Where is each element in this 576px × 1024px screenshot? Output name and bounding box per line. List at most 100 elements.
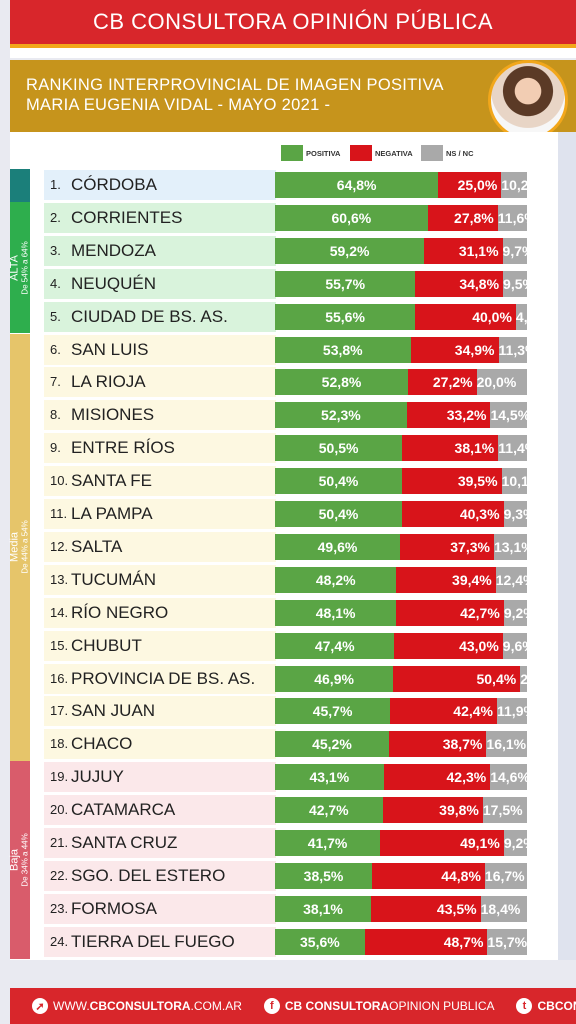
title-banner: RANKING INTERPROVINCIAL DE IMAGEN POSITI… [10, 60, 576, 132]
brand-title: CB CONSULTORA OPINIÓN PÚBLICA [93, 9, 493, 34]
row-rank: 8. [50, 407, 61, 423]
table-row [44, 696, 276, 727]
table-row [44, 367, 276, 398]
bar-nsnc: 20,0% [476, 369, 527, 396]
row-rank: 7. [50, 374, 61, 390]
row-province-name: SANTA CRUZ [71, 833, 178, 852]
brand-stripe-white [10, 48, 576, 58]
footer-facebook[interactable]: f CB CONSULTORA OPINION PUBLICA [263, 998, 494, 1014]
bar-nsnc: 9,6% [502, 632, 527, 659]
row-province-name: ENTRE RÍOS [71, 438, 175, 458]
bar-positive: 38,5% [275, 862, 373, 889]
footer-bar: ➚ WWW. CBCONSULTORA .COM.AR f CB CONSULTOR… [10, 988, 576, 1024]
row-rank: 2. [50, 209, 61, 225]
footer-tw: CBCONSULTORA [537, 999, 576, 1013]
group-label-text: Media De 44% a 54% [9, 521, 30, 574]
bar-positive: 45,2% [275, 731, 389, 758]
bar-positive: 60,6% [275, 204, 428, 231]
table-row [44, 564, 276, 595]
table-row [44, 202, 276, 233]
bar-nsnc: 4,4% [515, 303, 527, 330]
bar-negative: 42,7% [396, 599, 504, 626]
bar-nsnc: 9,5% [503, 270, 527, 297]
row-rank: 1. [50, 177, 61, 192]
group-gap [30, 169, 44, 959]
group-band-3 [10, 761, 30, 959]
legend-label-negative: NEGATIVA [375, 148, 413, 158]
footer-website[interactable]: ➚ WWW. CBCONSULTORA .COM.AR [32, 998, 242, 1014]
legend-swatch-negative [350, 145, 372, 161]
bar-positive: 42,7% [275, 797, 383, 824]
bar-positive: 38,1% [275, 895, 371, 922]
bar-positive: 55,7% [275, 270, 416, 297]
row-rank: 21. [50, 835, 69, 850]
table-row [44, 893, 276, 924]
table-row [44, 630, 276, 661]
table-row [44, 170, 276, 200]
row-province-name: FORMOSA [71, 898, 157, 918]
row-rank: 19. [50, 769, 69, 785]
bar-positive: 46,9% [275, 665, 394, 692]
table-row [44, 235, 276, 266]
table-row [44, 433, 276, 464]
row-rank: 3. [50, 242, 61, 258]
table-row [44, 729, 276, 760]
bar-negative: 34,9% [410, 336, 499, 363]
row-province-name: CHACO [71, 734, 133, 754]
table-row [44, 926, 276, 957]
bar-nsnc: 11,3% [498, 336, 527, 363]
bar-negative: 38,7% [388, 731, 487, 758]
bar-positive: 52,3% [275, 402, 407, 429]
row-province-name: SAN LUIS [71, 339, 149, 359]
bar-nsnc: 13,1% [493, 533, 527, 560]
bar-negative: 50,4% [393, 665, 521, 692]
row-rank: 11. [50, 506, 68, 521]
row-province-name: TUCUMÁN [71, 569, 156, 589]
group-band-2 [10, 333, 30, 762]
group-label-1: ALTA De 54% a 64% [9, 202, 30, 334]
row-province-name: CÓRDOBA [71, 175, 157, 194]
table-row [44, 828, 276, 858]
row-province-name: SAN JUAN [71, 701, 156, 721]
table-row [44, 860, 276, 891]
footer-web-bold: CBCONSULTORA [89, 999, 191, 1013]
brand-stripe-orange [10, 44, 576, 48]
bar-nsnc: 16,1% [486, 731, 527, 758]
facebook-icon: f [263, 998, 280, 1014]
bar-negative: 27,2% [408, 369, 477, 396]
bar-positive: 52,8% [275, 369, 409, 396]
bar-negative: 40,0% [415, 303, 516, 330]
footer-twitter[interactable]: t CBCONSULTORA [516, 998, 576, 1014]
bar-nsnc: 12,4% [495, 566, 527, 593]
row-rank: 10. [50, 473, 69, 489]
bar-positive: 50,4% [275, 501, 402, 527]
bar-negative: 33,2% [406, 402, 491, 429]
legend-label-positive: POSITIVA [306, 148, 341, 158]
bar-nsnc: 9,3% [503, 501, 527, 527]
row-rank: 13. [50, 571, 69, 587]
chart-title: RANKING INTERPROVINCIAL DE IMAGEN POSITI… [26, 76, 444, 94]
legend-swatch-positive [281, 145, 303, 161]
row-rank: 5. [50, 308, 61, 324]
legend-negative: NEGATIVA [350, 144, 413, 162]
row-rank: 6. [50, 341, 61, 357]
legend-positive: POSITIVA [281, 144, 340, 162]
table-row [44, 531, 276, 562]
bar-nsnc: 9,7% [502, 237, 527, 264]
group-label-3: Baja De 34% a 44% [9, 761, 30, 958]
bar-positive: 50,4% [275, 468, 402, 495]
row-province-name: MENDOZA [71, 240, 156, 260]
group-label-2: Media De 44% a 54% [9, 334, 30, 762]
bar-positive: 35,6% [275, 928, 365, 955]
row-province-name: SALTA [71, 536, 123, 556]
group-band-0 [10, 169, 30, 202]
bar-nsnc: 15,7% [487, 928, 527, 955]
twitter-icon: t [516, 998, 533, 1014]
bar-negative: 39,8% [382, 797, 483, 824]
bar-negative: 48,7% [364, 928, 488, 955]
bar-negative: 43,0% [394, 632, 503, 659]
row-province-name: LA PAMPA [71, 504, 153, 523]
table-row [44, 663, 276, 694]
row-rank: 18. [50, 736, 69, 752]
table-row [44, 400, 276, 431]
